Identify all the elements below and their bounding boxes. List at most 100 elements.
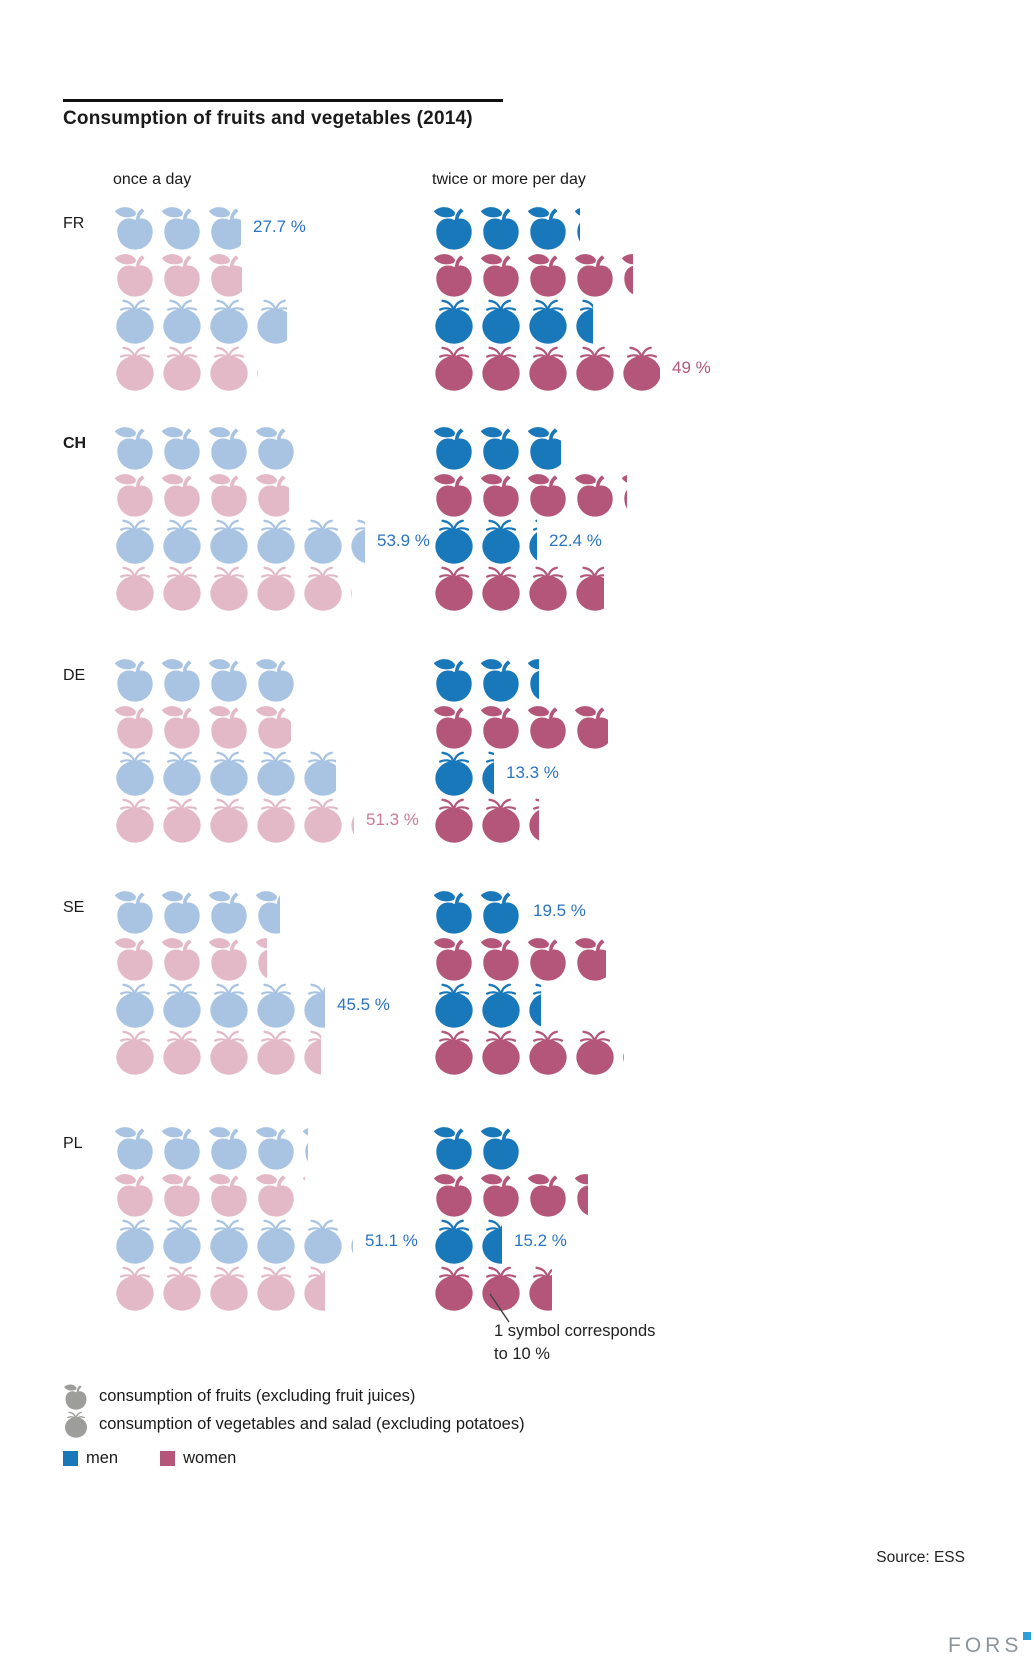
chart-row-fr-vegetable-women: 49 %	[63, 344, 1029, 391]
tomato-icon	[479, 1264, 523, 1311]
cell-twice: 49 %	[432, 344, 1029, 391]
apple-icon	[113, 887, 157, 934]
legend-gender: men women	[63, 1449, 236, 1468]
apple-icon	[113, 423, 157, 470]
cell-twice	[432, 702, 1029, 749]
chart-row-de-fruit-men: DE	[63, 655, 1029, 702]
apple-icon	[432, 1123, 476, 1170]
country-group-pl: PL 51.1 % 15.2 %	[63, 1123, 1029, 1311]
apple-icon	[113, 203, 157, 250]
apple-icon	[254, 423, 294, 470]
country-label	[63, 981, 113, 993]
cell-once	[113, 1123, 432, 1170]
tomato-icon	[432, 1217, 476, 1264]
annotation-pointer-line	[489, 1293, 510, 1323]
chart-row-se-vegetable-men: 45.5 %	[63, 981, 1029, 1028]
fors-logo-square	[1023, 1632, 1032, 1640]
percent-label: 27.7 %	[253, 216, 306, 236]
cell-twice	[432, 981, 1029, 1028]
apple-icon	[254, 655, 298, 702]
tomato-icon	[432, 344, 476, 391]
apple-icon	[207, 702, 251, 749]
tomato-icon	[113, 1264, 157, 1311]
cell-once: 51.1 %	[113, 1217, 432, 1264]
tomato-icon	[526, 1264, 552, 1311]
apple-icon	[301, 1123, 308, 1170]
apple-icon	[526, 423, 561, 470]
country-group-ch: CH 53.9 % 22.4 %	[63, 423, 1029, 611]
apple-icon	[301, 1170, 305, 1217]
tomato-icon	[207, 517, 251, 564]
tomato-icon	[479, 981, 523, 1028]
apple-icon	[432, 655, 476, 702]
chart-row-de-fruit-women	[63, 702, 1029, 749]
legend-fruits-label: consumption of fruits (excluding fruit j…	[99, 1386, 416, 1405]
apple-icon	[526, 655, 539, 702]
tomato-icon	[348, 517, 365, 564]
chart-row-fr-vegetable-men	[63, 297, 1029, 344]
chart-row-de-vegetable-men: 13.3 %	[63, 749, 1029, 796]
country-label	[63, 344, 113, 356]
tomato-icon	[113, 564, 157, 611]
apple-icon	[432, 203, 476, 250]
apple-icon	[207, 655, 251, 702]
apple-icon	[160, 423, 204, 470]
apple-icon	[254, 1123, 298, 1170]
apple-icon	[207, 934, 251, 981]
tomato-icon	[207, 344, 251, 391]
country-label	[63, 564, 113, 576]
cell-twice	[432, 203, 1029, 250]
tomato-icon	[207, 1028, 251, 1075]
country-label	[63, 470, 113, 482]
tomato-icon	[254, 1028, 298, 1075]
apple-icon	[479, 203, 523, 250]
legend-women-label: women	[183, 1449, 237, 1467]
tomato-icon	[207, 1217, 251, 1264]
chart-row-ch-fruit-men: CH	[63, 423, 1029, 470]
tomato-icon	[479, 344, 523, 391]
cell-once	[113, 749, 432, 796]
apple-icon	[207, 887, 251, 934]
tomato-icon	[479, 297, 523, 344]
tomato-icon	[432, 796, 476, 843]
tomato-icon	[113, 981, 157, 1028]
apple-icon	[254, 702, 291, 749]
apple-icon	[479, 887, 521, 934]
cell-twice	[432, 297, 1029, 344]
women-color-swatch	[160, 1451, 176, 1466]
tomato-icon	[479, 1028, 523, 1075]
cell-once	[113, 1028, 432, 1075]
tomato-icon	[160, 1028, 204, 1075]
tomato-icon	[113, 344, 157, 391]
tomato-icon	[432, 517, 476, 564]
cell-once	[113, 1170, 432, 1217]
percent-label: 53.9 %	[377, 530, 430, 550]
apple-icon	[526, 250, 570, 297]
tomato-icon	[526, 796, 539, 843]
country-label	[63, 1170, 113, 1182]
apple-icon	[573, 934, 606, 981]
chart-row-fr-fruit-women	[63, 250, 1029, 297]
apple-icon	[254, 1170, 298, 1217]
percent-label: 51.3 %	[366, 809, 419, 829]
apple-icon	[526, 1170, 570, 1217]
country-label: SE	[63, 899, 85, 916]
men-color-swatch	[63, 1451, 78, 1466]
apple-icon	[207, 1170, 251, 1217]
chart-row-se-fruit-men: SE 19.5 %	[63, 887, 1029, 934]
apple-icon	[63, 1382, 89, 1410]
apple-icon	[160, 470, 204, 517]
tomato-icon	[526, 297, 570, 344]
apple-icon	[432, 934, 476, 981]
tomato-icon	[113, 749, 157, 796]
legend-fruits: consumption of fruits (excluding fruit j…	[63, 1382, 415, 1410]
chart-row-pl-fruit-women	[63, 1170, 1029, 1217]
tomato-icon	[254, 749, 298, 796]
cell-once	[113, 470, 432, 517]
cell-once	[113, 250, 432, 297]
apple-icon	[254, 470, 289, 517]
apple-icon	[479, 1123, 519, 1170]
tomato-icon	[160, 796, 204, 843]
percent-label: 51.1 %	[365, 1230, 418, 1250]
tomato-icon	[160, 344, 204, 391]
